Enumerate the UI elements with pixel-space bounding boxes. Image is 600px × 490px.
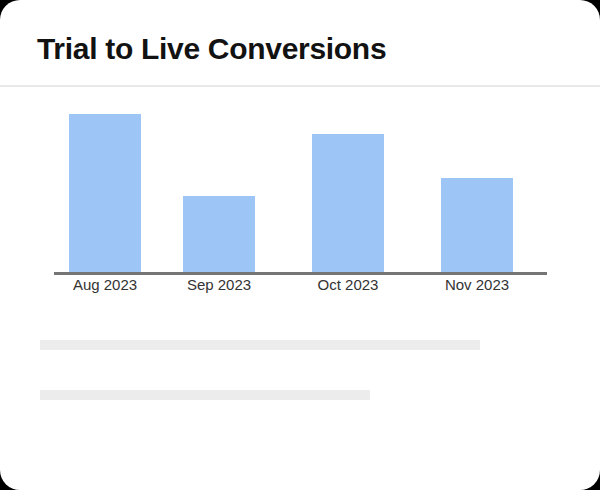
bar-nov-2023 bbox=[441, 178, 513, 272]
bar-oct-2023 bbox=[312, 134, 384, 272]
x-axis-label-oct-2023: Oct 2023 bbox=[318, 277, 379, 292]
bar-aug-2023 bbox=[69, 114, 141, 273]
bar-chart: Aug 2023 Sep 2023 Oct 2023 Nov 2023 bbox=[0, 0, 600, 490]
bar-sep-2023 bbox=[183, 196, 255, 272]
skeleton-text-line-1 bbox=[40, 340, 480, 350]
x-axis-label-aug-2023: Aug 2023 bbox=[73, 277, 137, 292]
chart-card: Trial to Live Conversions Aug 2023Sep 20… bbox=[0, 0, 600, 490]
skeleton-text-line-2 bbox=[40, 390, 370, 400]
x-axis-label-sep-2023: Sep 2023 bbox=[187, 277, 251, 292]
page-background: Trial to Live Conversions Aug 2023Sep 20… bbox=[0, 0, 600, 490]
x-axis-line bbox=[54, 272, 547, 275]
x-axis-label-nov-2023: Nov 2023 bbox=[445, 277, 509, 292]
